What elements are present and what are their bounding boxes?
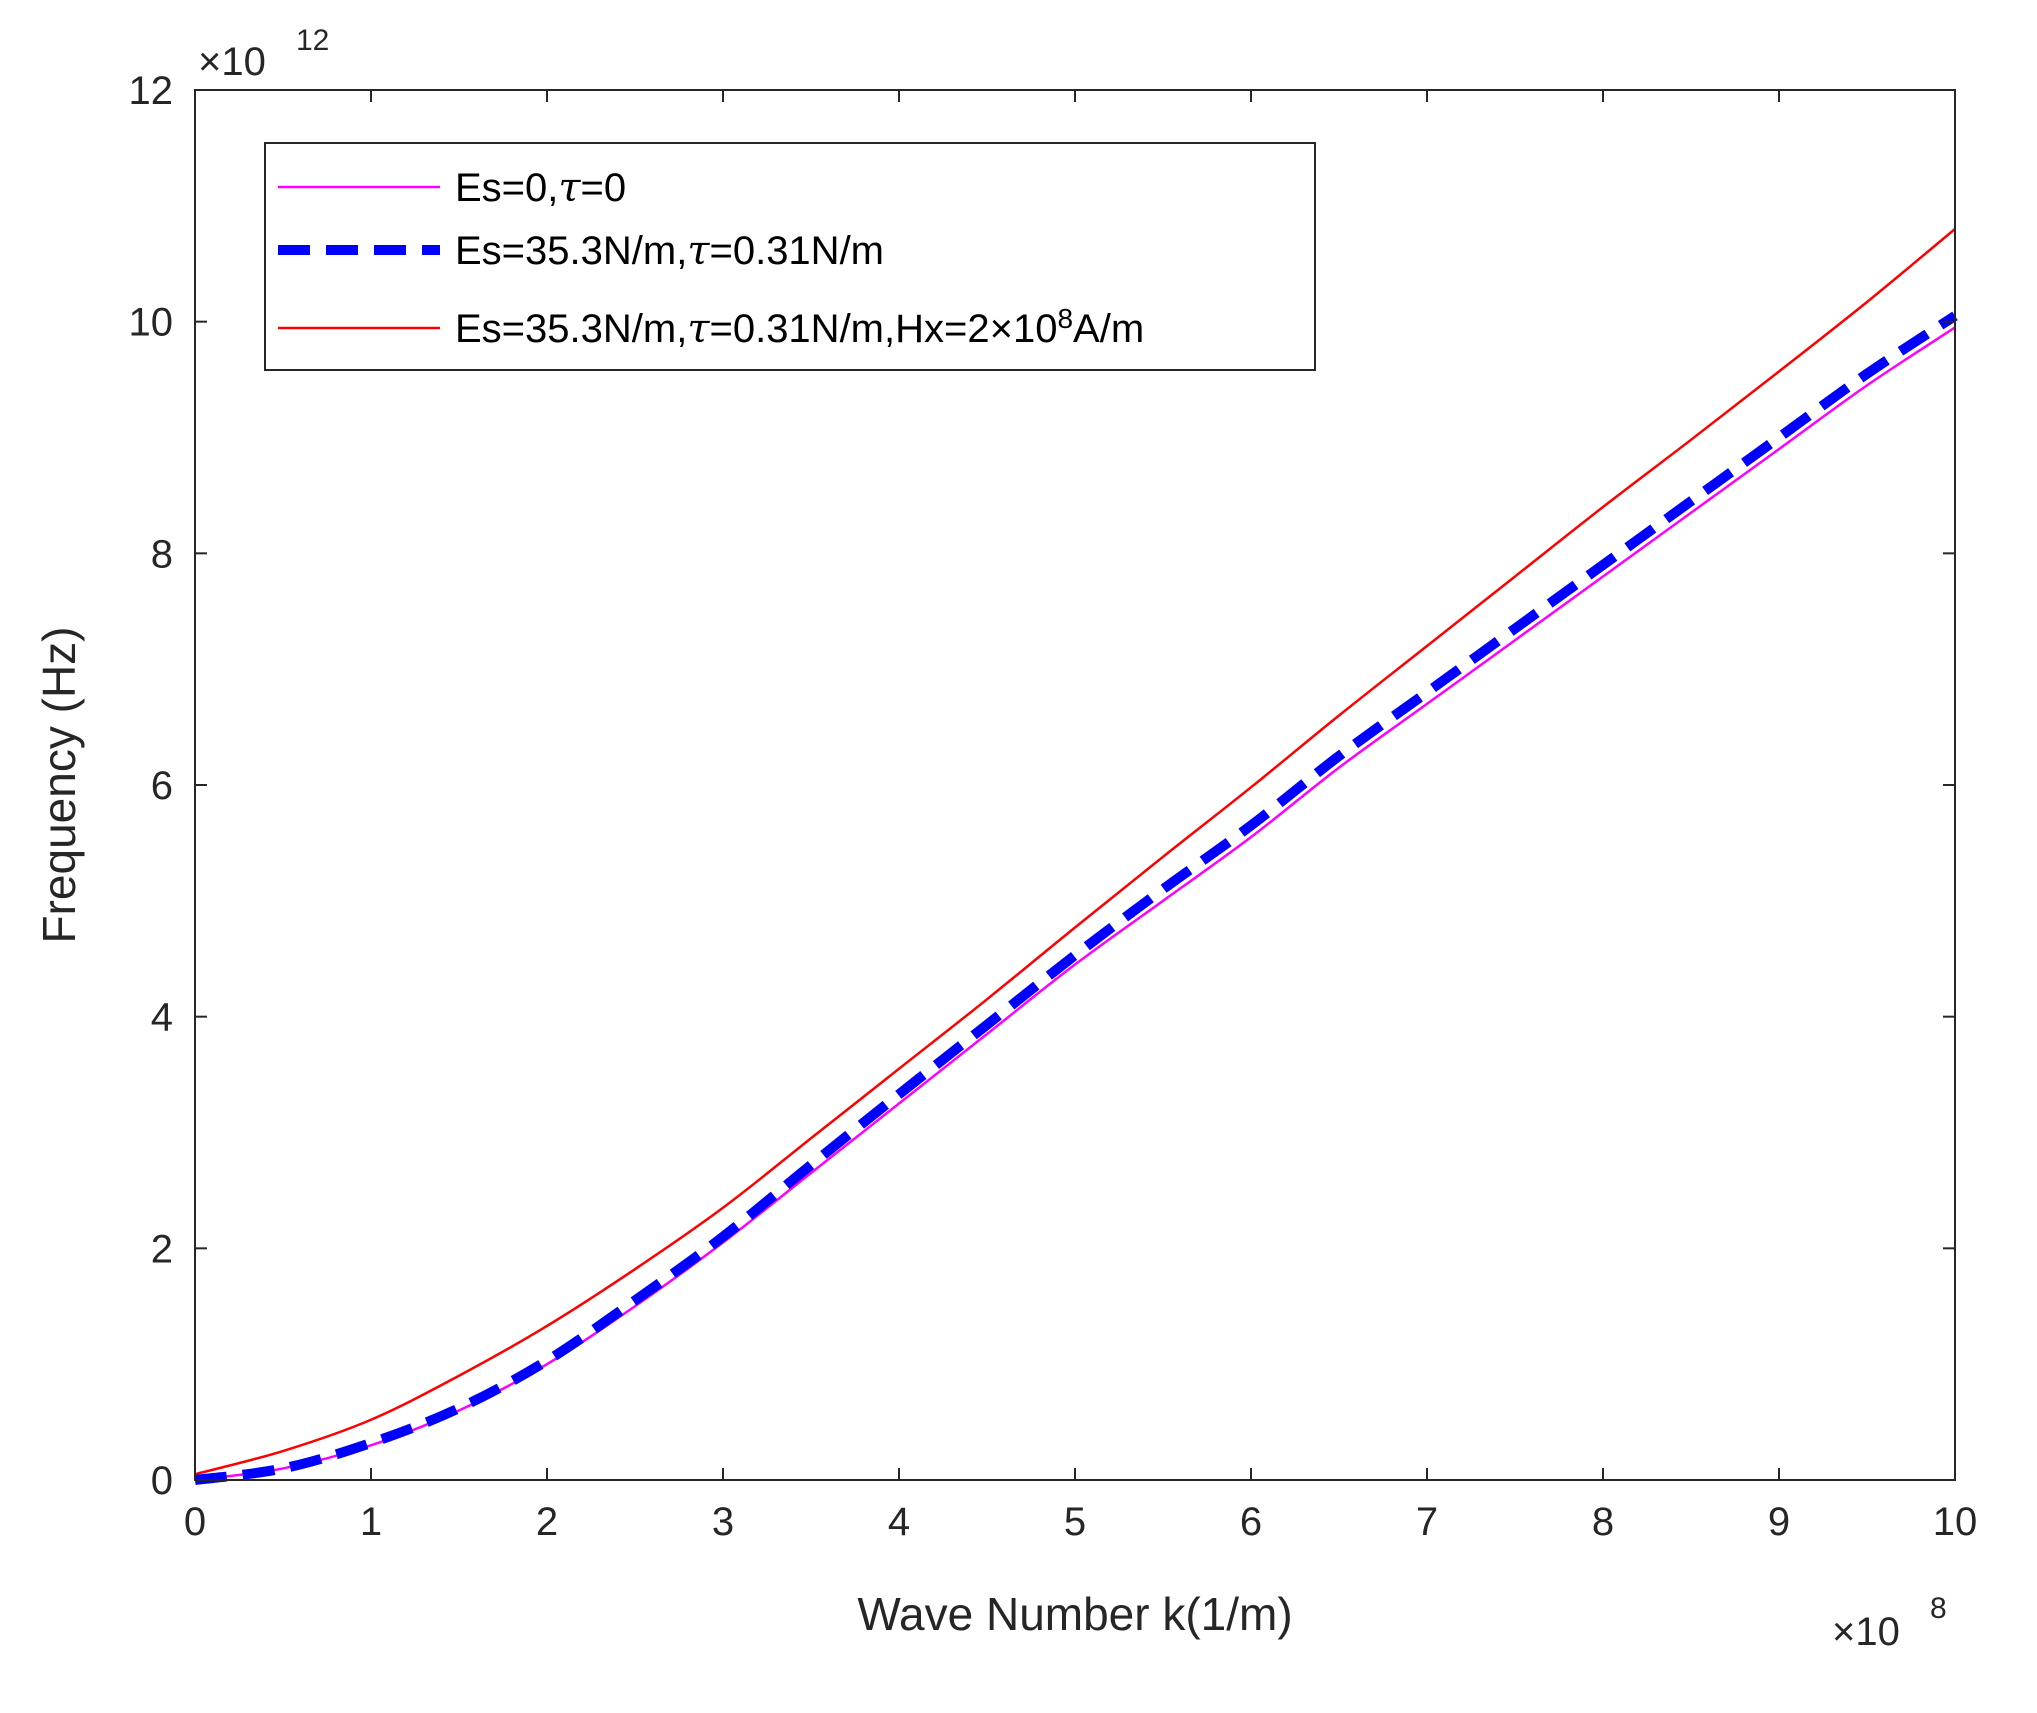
x-tick-label: 9 bbox=[1768, 1500, 1790, 1544]
y-tick-label: 2 bbox=[151, 1227, 173, 1271]
legend-label-part: τ bbox=[687, 228, 710, 274]
x-tick-label: 3 bbox=[712, 1500, 734, 1544]
x-tick-label: 1 bbox=[360, 1500, 382, 1544]
series-line-2 bbox=[194, 228, 1956, 1476]
series-line-0 bbox=[194, 326, 1956, 1482]
x-exponent-base: ×10 bbox=[1832, 1610, 1900, 1654]
legend-label-0: Es=0,τ=0 bbox=[455, 165, 626, 211]
x-axis-label: Wave Number k(1/m) bbox=[857, 1588, 1292, 1640]
legend-label-part: Es=35.3N/m, bbox=[455, 307, 687, 351]
x-tick-label: 6 bbox=[1240, 1500, 1262, 1544]
x-tick-label: 10 bbox=[1933, 1500, 1978, 1544]
legend-label-part: =0.31N/m bbox=[709, 229, 884, 273]
legend-label-part: 8 bbox=[1057, 303, 1073, 334]
legend-label-part: Es=35.3N/m, bbox=[455, 229, 687, 273]
legend-label-part: =0.31N/m,Hx=2×10 bbox=[709, 307, 1057, 351]
x-tick-label: 2 bbox=[536, 1500, 558, 1544]
x-tick-label: 7 bbox=[1416, 1500, 1438, 1544]
y-tick-label: 8 bbox=[151, 532, 173, 576]
legend-label-1: Es=35.3N/m,τ=0.31N/m bbox=[455, 228, 884, 274]
legend: Es=0,τ=0Es=35.3N/m,τ=0.31N/mEs=35.3N/m,τ… bbox=[264, 142, 1316, 371]
legend-label-part: τ bbox=[558, 165, 581, 211]
x-exponent: ×10 8 bbox=[1832, 1592, 1947, 1654]
legend-label-part: τ bbox=[687, 306, 710, 352]
legend-box bbox=[264, 142, 1316, 371]
y-tick-label: 12 bbox=[129, 69, 174, 113]
legend-label-part: Es=0, bbox=[455, 166, 558, 210]
legend-label-part: =0 bbox=[581, 166, 627, 210]
x-tick-label: 4 bbox=[888, 1500, 910, 1544]
axes-box bbox=[194, 89, 1956, 1481]
y-exponent-base: ×10 bbox=[198, 40, 266, 84]
y-axis-label: Frequency (Hz) bbox=[33, 627, 85, 944]
series-line-1 bbox=[194, 311, 1958, 1485]
y-exponent: ×10 12 bbox=[198, 24, 329, 84]
x-exponent-power: 8 bbox=[1930, 1592, 1947, 1625]
y-tick-label: 6 bbox=[151, 764, 173, 808]
y-exponent-power: 12 bbox=[296, 24, 329, 57]
legend-label-2: Es=35.3N/m,τ=0.31N/m,Hx=2×108A/m bbox=[455, 303, 1144, 352]
x-tick-label: 0 bbox=[184, 1500, 206, 1544]
y-tick-label: 4 bbox=[151, 996, 173, 1040]
legend-label-part: A/m bbox=[1073, 307, 1144, 351]
y-tick-label: 0 bbox=[151, 1459, 173, 1503]
y-tick-label: 10 bbox=[129, 301, 174, 345]
x-tick-label: 8 bbox=[1592, 1500, 1614, 1544]
x-tick-label: 5 bbox=[1064, 1500, 1086, 1544]
